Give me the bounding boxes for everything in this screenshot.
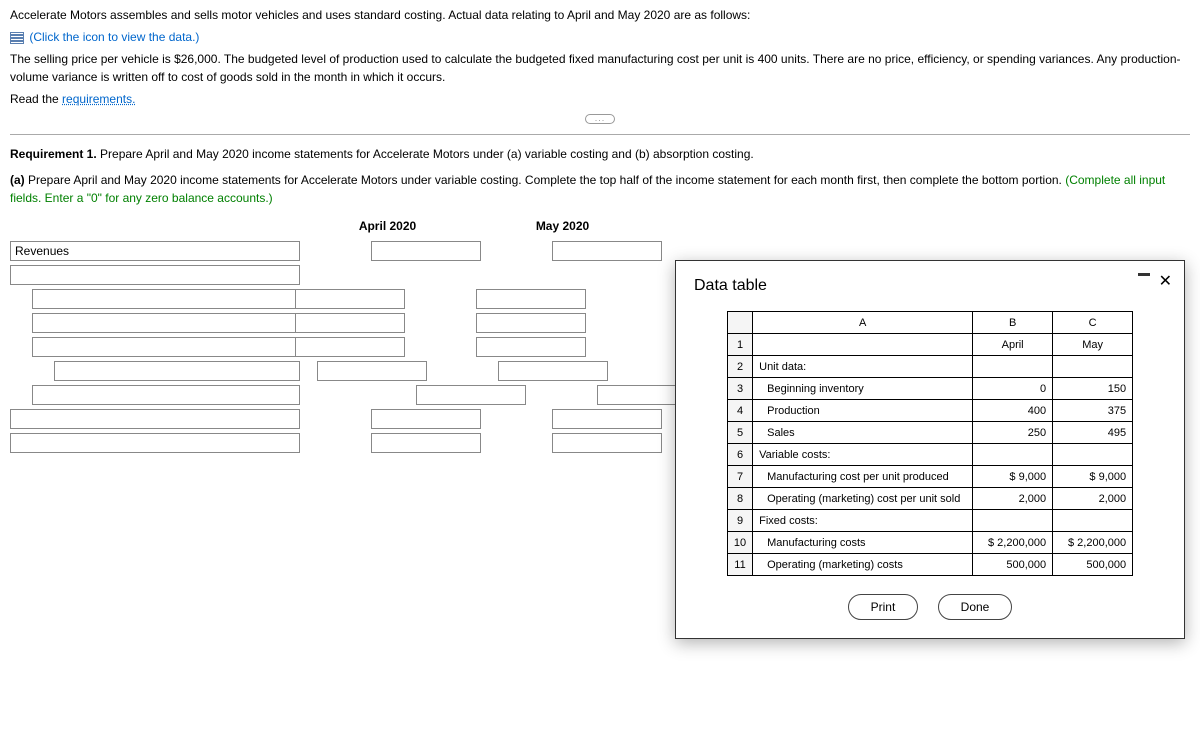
data-cell: $ 2,200,000 — [973, 532, 1053, 554]
input-cell[interactable] — [371, 433, 481, 453]
data-cell: 500,000 — [973, 554, 1053, 576]
row-number: 1 — [727, 334, 752, 356]
row-number: 10 — [727, 532, 752, 554]
data-cell — [753, 334, 973, 356]
input-cell[interactable] — [371, 409, 481, 429]
data-cell: Production — [753, 400, 973, 422]
modal-title: Data table — [694, 277, 1166, 295]
data-cell: 375 — [1053, 400, 1133, 422]
input-cell[interactable] — [498, 361, 608, 381]
input-cell[interactable] — [416, 385, 526, 405]
data-cell: $ 9,000 — [973, 466, 1053, 488]
row-label-input[interactable] — [10, 409, 300, 429]
row-number: 5 — [727, 422, 752, 444]
input-cell[interactable] — [476, 313, 586, 333]
requirements-link[interactable]: requirements. — [62, 92, 135, 106]
column-header-april: April 2020 — [300, 219, 475, 233]
input-cell[interactable] — [295, 289, 405, 309]
row-number: 8 — [727, 488, 752, 510]
data-cell: 2,000 — [1053, 488, 1133, 510]
read-requirements-prefix: Read the — [10, 92, 62, 106]
row-number: 7 — [727, 466, 752, 488]
data-cell: 400 — [973, 400, 1053, 422]
intro-line-2: The selling price per vehicle is $26,000… — [10, 50, 1190, 86]
data-cell — [973, 510, 1053, 532]
data-cell: Sales — [753, 422, 973, 444]
row-number: 3 — [727, 378, 752, 400]
intro-line-1: Accelerate Motors assembles and sells mo… — [10, 6, 1190, 24]
data-cell — [1053, 356, 1133, 378]
corner-cell — [727, 312, 752, 334]
input-cell[interactable] — [295, 313, 405, 333]
view-data-link[interactable]: (Click the icon to view the data.) — [29, 30, 199, 44]
print-button[interactable]: Print — [848, 594, 919, 620]
data-cell: Operating (marketing) cost per unit sold — [753, 488, 973, 510]
row-number: 2 — [727, 356, 752, 378]
data-cell: May — [1053, 334, 1133, 356]
row-label-input[interactable] — [10, 265, 300, 285]
data-cell: 2,000 — [973, 488, 1053, 510]
data-cell: Unit data: — [753, 356, 973, 378]
part-a-text: Prepare April and May 2020 income statem… — [28, 173, 1065, 187]
close-icon[interactable]: ✕ — [1159, 271, 1172, 291]
row-label-input[interactable] — [10, 433, 300, 453]
done-button[interactable]: Done — [938, 594, 1013, 620]
requirement-1-label: Requirement 1. — [10, 147, 100, 161]
row-number: 4 — [727, 400, 752, 422]
row-label-input[interactable] — [32, 385, 300, 405]
data-cell: $ 9,000 — [1053, 466, 1133, 488]
input-cell[interactable] — [295, 337, 405, 357]
collapse-pill-icon[interactable] — [585, 114, 615, 124]
data-cell: 0 — [973, 378, 1053, 400]
data-cell: April — [973, 334, 1053, 356]
col-header-c: C — [1053, 312, 1133, 334]
row-label-input[interactable] — [32, 313, 300, 333]
data-cell: Manufacturing cost per unit produced — [753, 466, 973, 488]
data-cell: $ 2,200,000 — [1053, 532, 1133, 554]
row-label-input[interactable] — [54, 361, 300, 381]
input-cell[interactable] — [552, 409, 662, 429]
part-a-label: (a) — [10, 173, 28, 187]
col-header-b: B — [973, 312, 1053, 334]
row-number: 6 — [727, 444, 752, 466]
minimize-icon[interactable] — [1138, 273, 1150, 276]
row-label-input[interactable] — [32, 337, 300, 357]
data-cell: 250 — [973, 422, 1053, 444]
table-icon[interactable] — [10, 32, 24, 44]
input-cell[interactable] — [476, 289, 586, 309]
input-cell[interactable] — [552, 433, 662, 453]
row-number: 9 — [727, 510, 752, 532]
data-table: A B C 1 AprilMay 2Unit data:3Beginning inv… — [727, 311, 1133, 576]
row-label-input[interactable] — [32, 289, 300, 309]
data-cell: Operating (marketing) costs — [753, 554, 973, 576]
data-cell: Variable costs: — [753, 444, 973, 466]
input-cell[interactable] — [552, 241, 662, 261]
input-cell[interactable] — [476, 337, 586, 357]
row-label-revenues[interactable]: Revenues — [10, 241, 300, 261]
data-cell: 150 — [1053, 378, 1133, 400]
data-cell: 495 — [1053, 422, 1133, 444]
input-cell[interactable] — [317, 361, 427, 381]
data-cell: 500,000 — [1053, 554, 1133, 576]
data-cell — [1053, 444, 1133, 466]
data-cell — [973, 444, 1053, 466]
input-cell[interactable] — [371, 241, 481, 261]
data-cell — [1053, 510, 1133, 532]
divider — [10, 134, 1190, 135]
data-cell: Manufacturing costs — [753, 532, 973, 554]
row-number: 11 — [727, 554, 752, 576]
data-cell: Fixed costs: — [753, 510, 973, 532]
data-table-modal: ✕ Data table A B C 1AprilMay2Unit data:3… — [675, 260, 1185, 639]
col-header-a: A — [753, 312, 973, 334]
requirement-1-text: Prepare April and May 2020 income statem… — [100, 147, 754, 161]
data-cell: Beginning inventory — [753, 378, 973, 400]
data-cell — [973, 356, 1053, 378]
column-header-may: May 2020 — [475, 219, 650, 233]
